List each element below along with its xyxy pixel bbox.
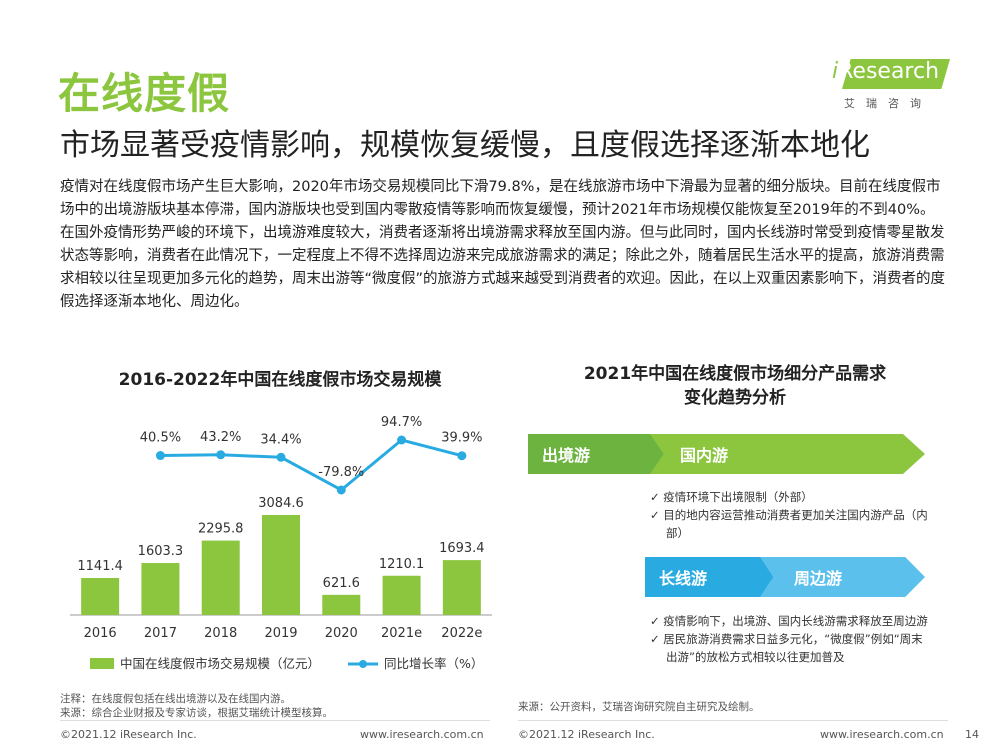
right-chart-title: 2021年中国在线度假市场细分产品需求 变化趋势分析 xyxy=(525,362,945,410)
bar-value-label: 3084.6 xyxy=(258,496,304,511)
logo-chinese: 艾瑞咨询 xyxy=(844,97,932,110)
list-item: ✓ 疫情环境下出境限制（外部） xyxy=(650,490,813,504)
bar xyxy=(262,515,300,615)
arrow-nearby-label: 周边游 xyxy=(794,569,843,588)
bar xyxy=(322,594,361,615)
arrow-domestic-label: 国内游 xyxy=(680,446,729,465)
growth-label: 34.4% xyxy=(260,432,301,447)
market-size-chart: 1141.4 2016 1603.3 2017 2295.8 2018 3084.6 2019… xyxy=(70,415,492,671)
legend-bar-label: 中国在线度假市场交易规模（亿元） xyxy=(120,656,320,671)
footer-copyright-left: ©2021.12 iResearch Inc. xyxy=(60,728,197,741)
legend-line-marker xyxy=(359,660,367,668)
right-note-source: 来源：公开资料，艾瑞咨询研究院自主研究及绘制。 xyxy=(518,701,760,713)
right-title-line2: 变化趋势分析 xyxy=(684,388,786,408)
arrow-outbound-label: 出境游 xyxy=(542,446,591,465)
bar-value-label: 2295.8 xyxy=(198,522,244,537)
arrow-longhaul-label: 长线游 xyxy=(659,569,708,588)
footer-divider-right xyxy=(518,720,948,721)
right-title-line1: 2021年中国在线度假市场细分产品需求 xyxy=(583,364,887,384)
x-tick-label: 2016 xyxy=(84,626,117,641)
logo-research: Research xyxy=(838,59,940,84)
growth-point xyxy=(336,485,346,495)
logo-box xyxy=(842,59,950,89)
growth-label: 39.9% xyxy=(441,431,482,446)
left-chart-title: 2016-2022年中国在线度假市场交易规模 xyxy=(118,370,442,390)
x-tick-label: 2019 xyxy=(264,626,297,641)
x-tick-label: 2021e xyxy=(381,626,422,641)
x-tick-label: 2017 xyxy=(144,626,177,641)
bar-value-label: 1693.4 xyxy=(439,541,485,556)
bar-value-label: 1210.1 xyxy=(379,557,425,572)
x-tick-label: 2018 xyxy=(204,626,237,641)
arrow-outbound: 出境游 xyxy=(528,434,678,474)
note-annotation: 注释：在线度假包括在线出境游以及在线国内游。 xyxy=(60,693,291,705)
paragraph-1: 疫情对在线度假市场产生巨大影响，2020年市场交易规模同比下滑79.8%，是在线… xyxy=(60,179,941,218)
arrow-nearby: 周边游 xyxy=(760,557,925,597)
note-source: 来源：综合企业财报及专家访谈，根据艾瑞统计模型核算。 xyxy=(60,707,333,719)
footer-url-left[interactable]: www.iresearch.com.cn xyxy=(360,728,484,741)
growth-label: 94.7% xyxy=(381,415,422,430)
growth-label: -79.8% xyxy=(318,465,364,480)
page-title: 在线度假 xyxy=(58,69,231,118)
iresearch-logo: iResearch 艾瑞咨询 xyxy=(828,55,953,115)
logo-i: i xyxy=(832,59,839,84)
growth-point xyxy=(276,452,286,462)
body-text: 疫情对在线度假市场产生巨大影响，2020年市场交易规模同比下滑79.8%，是在线… xyxy=(60,176,950,314)
page-subtitle: 市场显著受疫情影响，规模恢复缓慢，且度假选择逐渐本地化 xyxy=(60,128,870,163)
x-tick-label: 2020 xyxy=(325,626,358,641)
growth-point xyxy=(457,451,467,461)
growth-point xyxy=(155,451,165,461)
bar xyxy=(201,540,240,615)
logo-wordmark: iResearch xyxy=(832,59,939,84)
legend-line-label: 同比增长率（%） xyxy=(384,656,483,671)
growth-label: 43.2% xyxy=(200,430,241,445)
footer-copyright-right: ©2021.12 iResearch Inc. xyxy=(518,728,655,741)
bar-value-label: 621.6 xyxy=(323,576,360,591)
reasons-list-1: ✓ 疫情环境下出境限制（外部） ✓ 目的地内容运营推动消费者更加关注国内游产品（… xyxy=(650,488,930,542)
x-tick-label: 2022e xyxy=(441,626,482,641)
paragraph-2: 在国外疫情形势严峻的环境下，出境游难度较大，消费者逐渐将出境游需求释放至国内游。… xyxy=(60,225,946,310)
left-notes: 注释：在线度假包括在线出境游以及在线国内游。 来源：综合企业财报及专家访谈，根据… xyxy=(60,692,333,720)
footer-url-right[interactable]: www.iresearch.com.cn xyxy=(820,728,944,741)
bar-value-label: 1141.4 xyxy=(77,559,123,574)
page-number: 14 xyxy=(965,728,979,741)
reasons-list-2: ✓ 疫情影响下，出境游、国内长线游需求释放至周边游 ✓ 居民旅游消费需求日益多元… xyxy=(650,612,930,666)
bar xyxy=(141,563,180,615)
list-item: ✓ 目的地内容运营推动消费者更加关注国内游产品（内部） xyxy=(650,508,928,540)
list-item: ✓ 居民旅游消费需求日益多元化，“微度假”例如“周末出游”的放松方式相较以往更加… xyxy=(650,632,923,664)
bar xyxy=(442,560,481,615)
arrow-longhaul: 长线游 xyxy=(645,557,780,597)
growth-point xyxy=(216,450,226,460)
growth-line xyxy=(160,438,463,492)
list-item: ✓ 疫情影响下，出境游、国内长线游需求释放至周边游 xyxy=(650,614,928,628)
bar xyxy=(81,577,120,615)
growth-label: 40.5% xyxy=(140,431,181,446)
bar-value-label: 1603.3 xyxy=(138,544,184,559)
arrow-domestic: 国内游 xyxy=(650,434,925,474)
legend-bar-swatch xyxy=(90,658,114,669)
bar xyxy=(382,575,421,615)
footer-divider-left xyxy=(60,720,490,721)
growth-point xyxy=(397,435,407,445)
